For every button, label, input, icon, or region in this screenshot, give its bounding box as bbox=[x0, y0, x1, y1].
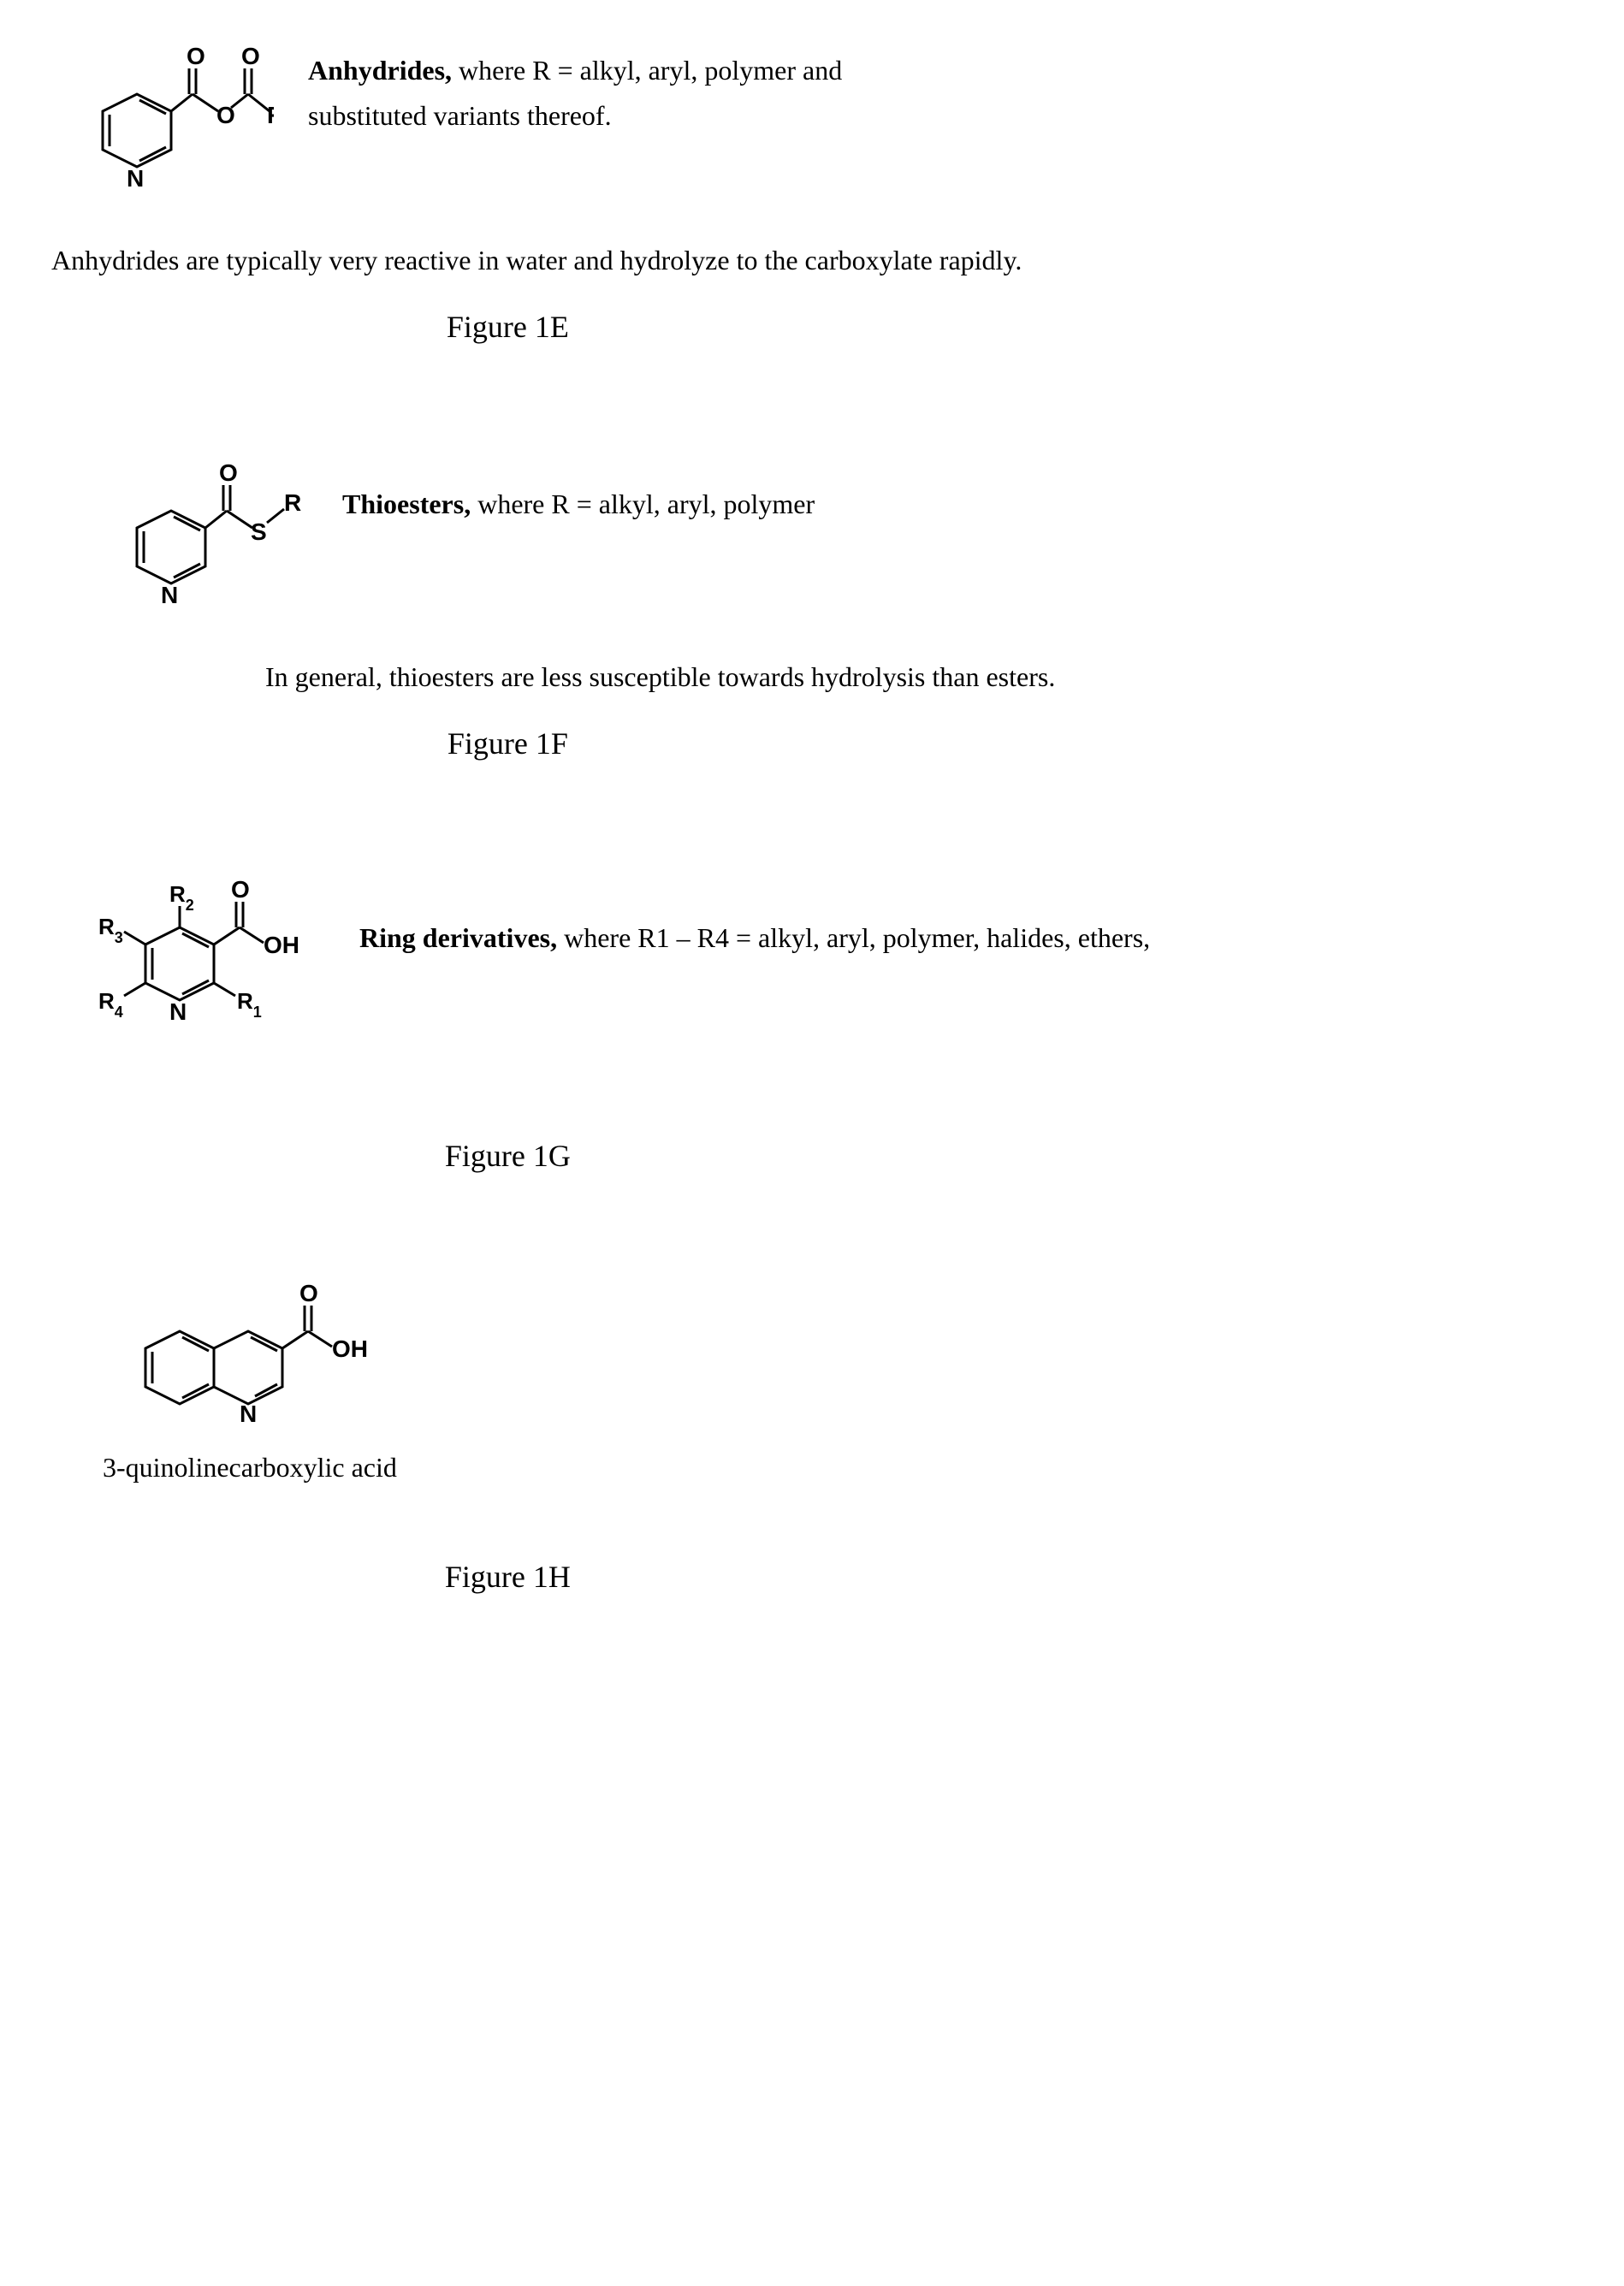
anhydride-note: Anhydrides are typically very reactive i… bbox=[51, 241, 1573, 280]
svg-text:O: O bbox=[299, 1280, 318, 1306]
svg-text:OH: OH bbox=[264, 932, 299, 958]
anhydride-desc1: where R = alkyl, aryl, polymer and bbox=[452, 55, 842, 86]
ringderiv-title: Ring derivatives, bbox=[359, 922, 557, 953]
figure-1e-label: Figure 1E bbox=[51, 305, 964, 348]
quinoline-container: O OH N 3-quinolinecarboxylic acid bbox=[103, 1280, 1573, 1487]
ringderiv-desc1: where R1 – R4 = alkyl, aryl, polymer, ha… bbox=[557, 922, 1150, 953]
svg-text:OH: OH bbox=[332, 1335, 368, 1362]
anhydride-desc2: substituted variants thereof. bbox=[308, 97, 1573, 135]
svg-text:R: R bbox=[267, 102, 274, 128]
figure-1f-block: O S R N Thioesters, where R = alkyl, ary… bbox=[51, 451, 1573, 765]
svg-text:O: O bbox=[241, 43, 260, 69]
thioester-desc1: where R = alkyl, aryl, polymer bbox=[471, 489, 815, 519]
svg-text:O: O bbox=[231, 876, 250, 903]
thioester-title: Thioesters, bbox=[342, 489, 471, 519]
svg-text:N: N bbox=[127, 165, 144, 192]
ringderiv-structure: O OH R2 R3 R4 R1 N bbox=[68, 868, 325, 1066]
svg-text:O: O bbox=[216, 102, 235, 128]
svg-text:O: O bbox=[187, 43, 205, 69]
svg-text:R2: R2 bbox=[169, 881, 194, 914]
thioester-structure: O S R N bbox=[86, 451, 308, 632]
figure-1h-label: Figure 1H bbox=[51, 1555, 964, 1598]
svg-text:N: N bbox=[169, 998, 187, 1025]
svg-text:N: N bbox=[161, 582, 178, 608]
figure-1e-block: O O O R N Anhydrides, where R = alkyl, a… bbox=[51, 43, 1573, 348]
svg-text:R3: R3 bbox=[98, 914, 123, 946]
svg-text:O: O bbox=[219, 459, 238, 486]
svg-text:S: S bbox=[251, 518, 267, 545]
thioester-note: In general, thioesters are less suscepti… bbox=[265, 658, 1573, 696]
svg-text:R: R bbox=[284, 489, 301, 516]
figure-1f-label: Figure 1F bbox=[51, 722, 964, 765]
figure-1f-row: O S R N Thioesters, where R = alkyl, ary… bbox=[51, 451, 1573, 632]
ringderiv-desc: Ring derivatives, where R1 – R4 = alkyl,… bbox=[359, 868, 1573, 964]
anhydride-title: Anhydrides, bbox=[308, 55, 452, 86]
anhydride-desc: Anhydrides, where R = alkyl, aryl, polym… bbox=[308, 43, 1573, 142]
svg-text:N: N bbox=[240, 1401, 257, 1427]
thioester-desc: Thioesters, where R = alkyl, aryl, polym… bbox=[342, 451, 1573, 530]
quinoline-name: 3-quinolinecarboxylic acid bbox=[103, 1448, 1573, 1487]
figure-1e-row: O O O R N Anhydrides, where R = alkyl, a… bbox=[51, 43, 1573, 224]
anhydride-structure: O O O R N bbox=[51, 43, 274, 224]
svg-text:R4: R4 bbox=[98, 988, 123, 1021]
figure-1h-block: O OH N 3-quinolinecarboxylic acid Figure… bbox=[51, 1280, 1573, 1598]
figure-1g-block: O OH R2 R3 R4 R1 N Ring derivatives, whe… bbox=[51, 868, 1573, 1177]
figure-1g-label: Figure 1G bbox=[51, 1134, 964, 1177]
svg-text:R1: R1 bbox=[237, 988, 262, 1021]
quinoline-structure: O OH N bbox=[103, 1280, 1573, 1444]
figure-1g-row: O OH R2 R3 R4 R1 N Ring derivatives, whe… bbox=[51, 868, 1573, 1066]
